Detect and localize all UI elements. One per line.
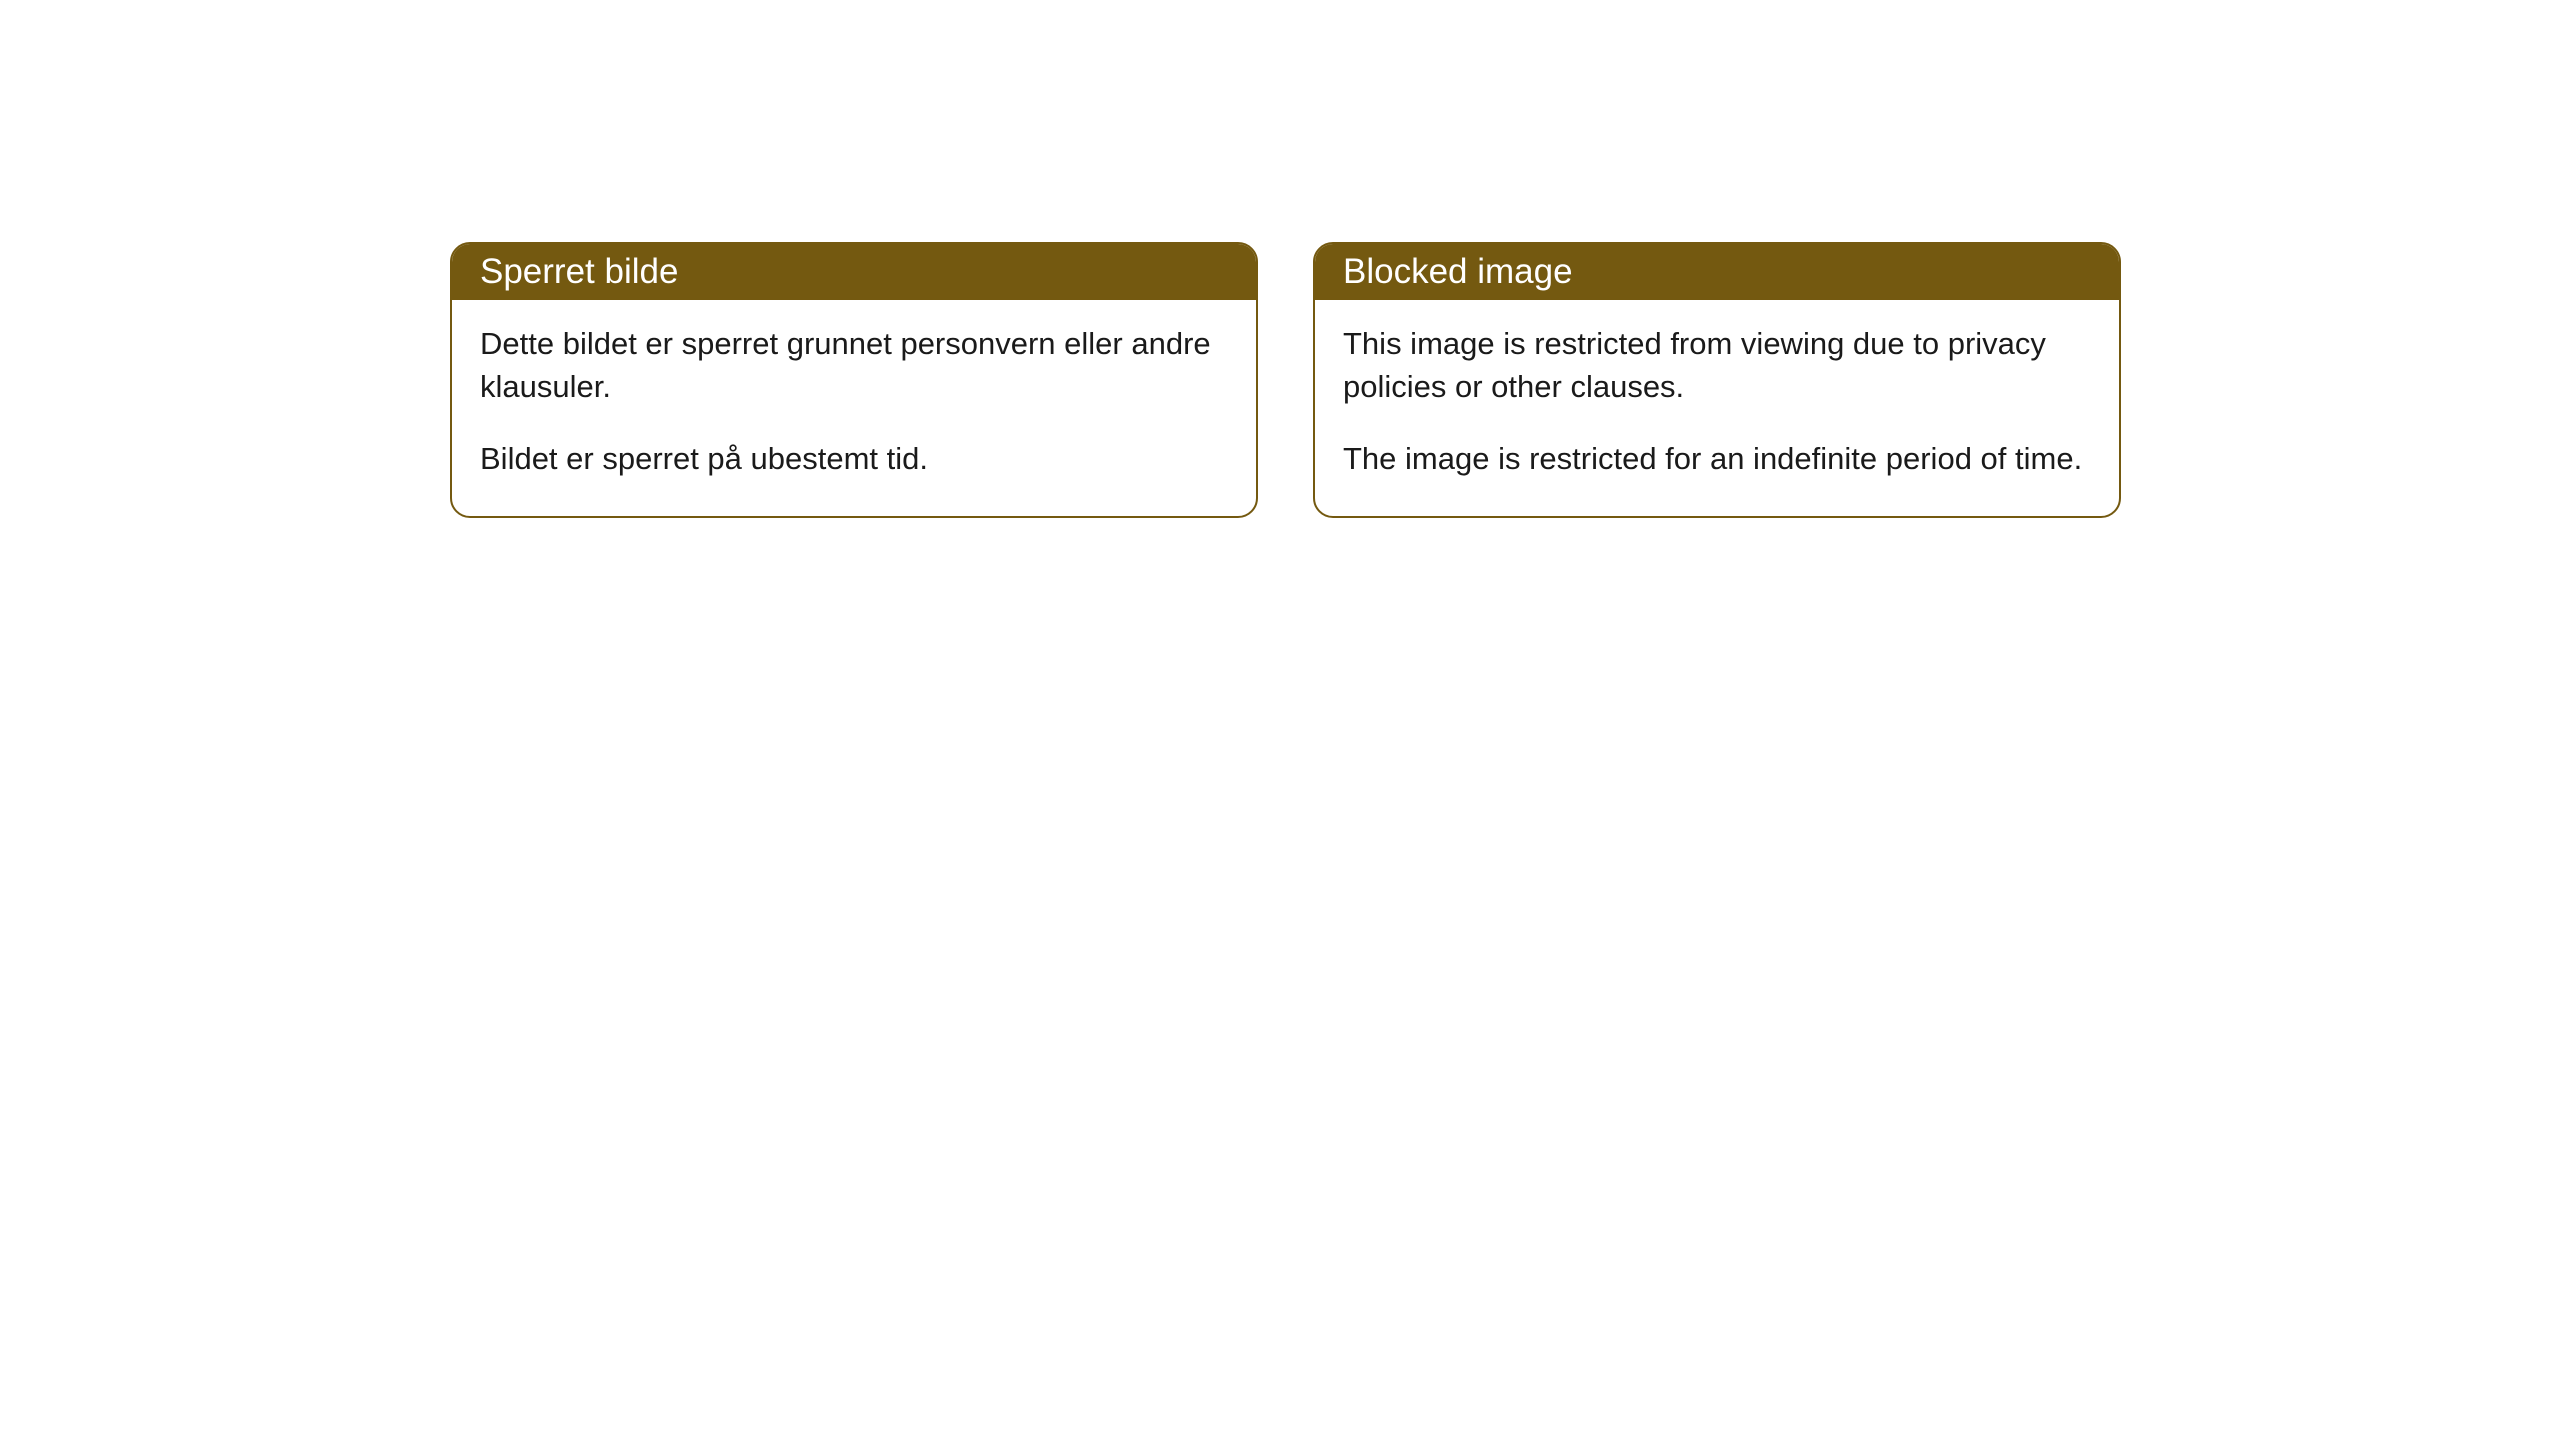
notice-body-norwegian: Dette bildet er sperret grunnet personve… [452, 300, 1256, 516]
notice-paragraph: Dette bildet er sperret grunnet personve… [480, 322, 1228, 409]
notice-header-english: Blocked image [1315, 244, 2119, 300]
notice-paragraph: This image is restricted from viewing du… [1343, 322, 2091, 409]
notice-paragraph: The image is restricted for an indefinit… [1343, 437, 2091, 480]
notice-card-norwegian: Sperret bilde Dette bildet er sperret gr… [450, 242, 1258, 518]
notice-container: Sperret bilde Dette bildet er sperret gr… [450, 242, 2121, 518]
notice-header-norwegian: Sperret bilde [452, 244, 1256, 300]
notice-paragraph: Bildet er sperret på ubestemt tid. [480, 437, 1228, 480]
notice-card-english: Blocked image This image is restricted f… [1313, 242, 2121, 518]
notice-body-english: This image is restricted from viewing du… [1315, 300, 2119, 516]
